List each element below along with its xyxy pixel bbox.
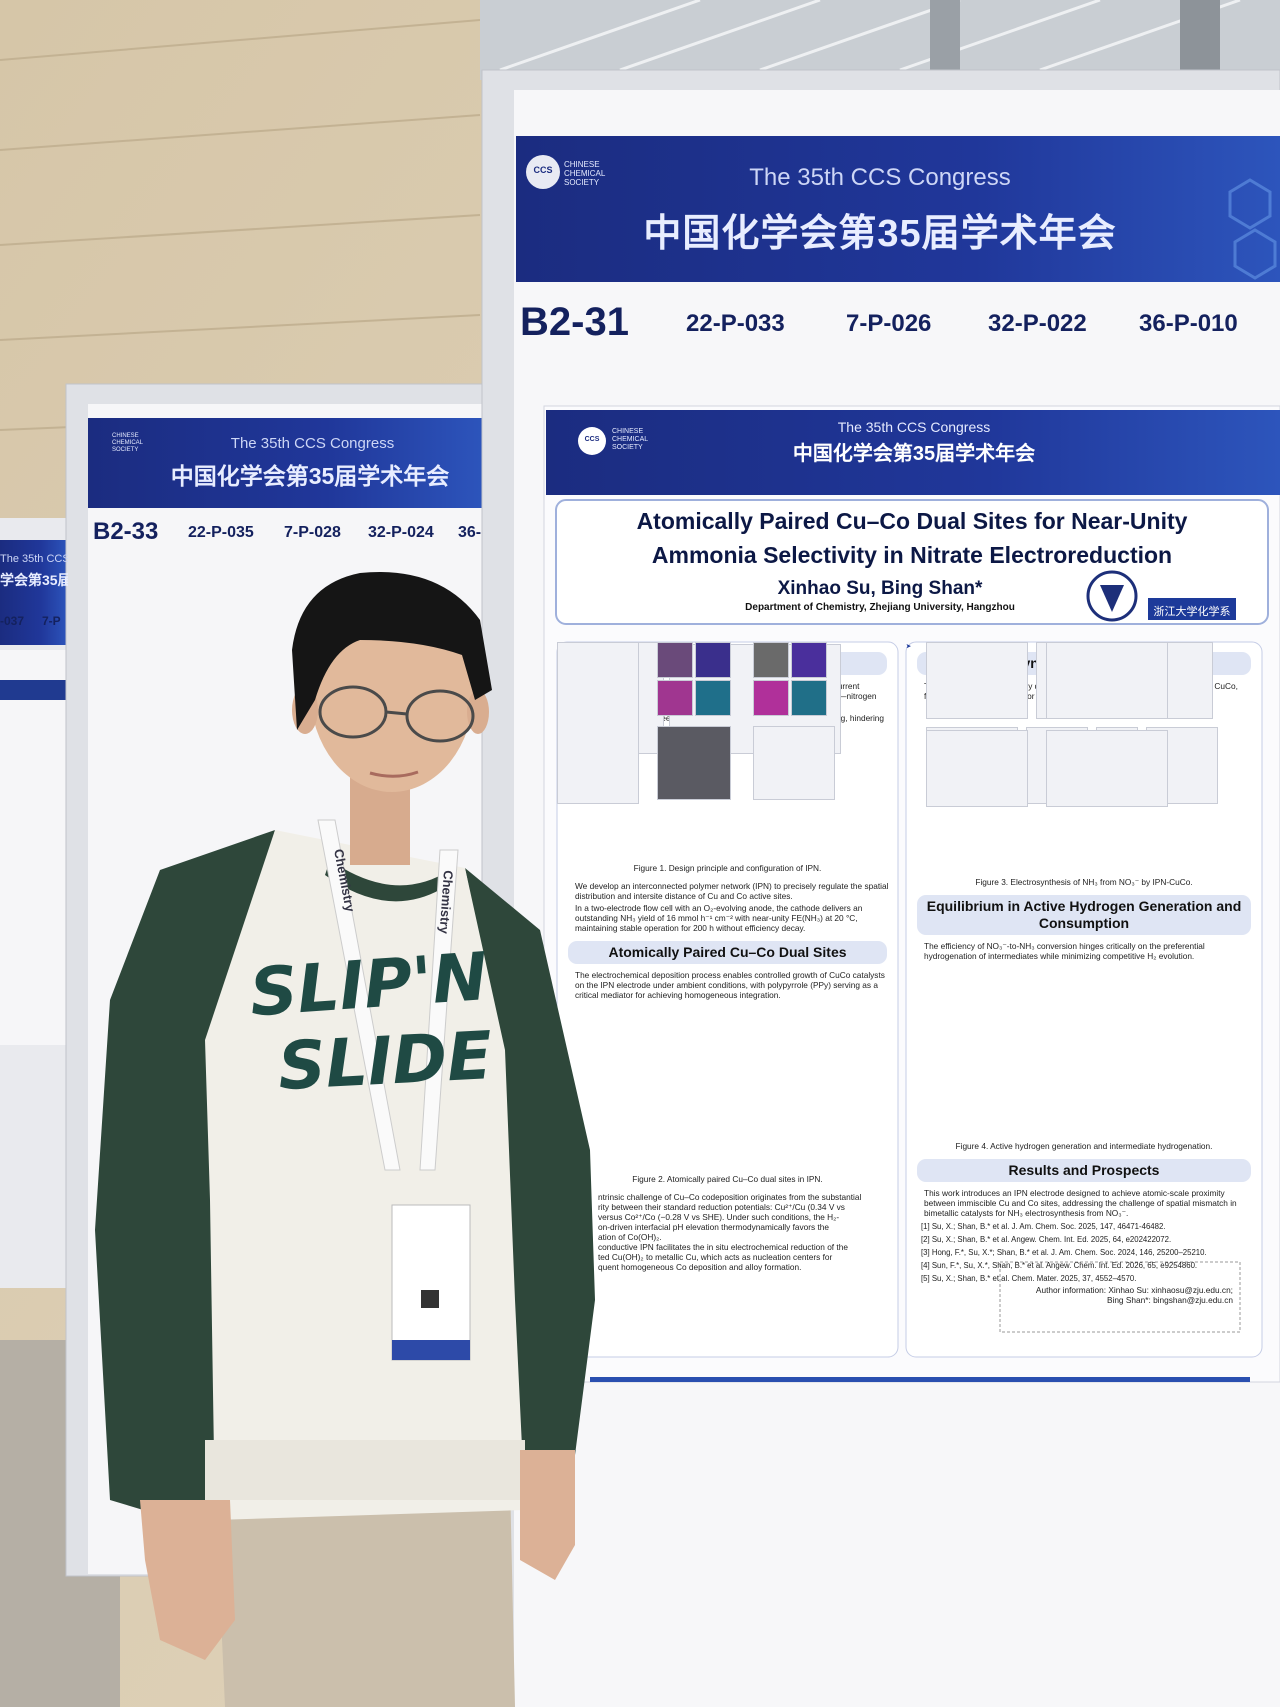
section-heading: Atomically Paired Cu–Co Dual Sites bbox=[568, 941, 887, 964]
figure-panel bbox=[753, 680, 789, 716]
figure bbox=[919, 642, 1249, 1135]
bullet-text: The efficiency of NO₃⁻-to-NH₃ conversion… bbox=[915, 941, 1253, 961]
board-title-cn: 学会第35届 bbox=[0, 572, 68, 588]
reference: [4] Sun, F.*, Su, X.*, Shan, B.* et al. … bbox=[921, 1261, 1198, 1270]
body-text-line: quent homogeneous Co deposition and allo… bbox=[598, 1262, 802, 1272]
booth-code: B2-33 bbox=[93, 518, 159, 545]
author-info: Author information: Xinhao Su: xinhaosu@… bbox=[1035, 1285, 1233, 1295]
dept-badge-text: 浙江大学化学系 bbox=[1153, 606, 1231, 618]
booth-code: 32-P-024 bbox=[368, 524, 434, 541]
body-text-line: on-driven interfacial pH elevation therm… bbox=[598, 1222, 830, 1232]
booth-code: 22-P-033 bbox=[686, 310, 785, 337]
body-text-line: ted Cu(OH)₂ to metallic Cu, which acts a… bbox=[598, 1252, 833, 1262]
figure-panel bbox=[657, 680, 693, 716]
pillar bbox=[930, 0, 960, 80]
figure-panel bbox=[1046, 730, 1168, 807]
booth-code: 7-P bbox=[42, 614, 61, 628]
figure-caption: Figure 4. Active hydrogen generation and… bbox=[955, 1141, 1213, 1151]
reference-box bbox=[999, 1261, 1241, 1333]
reference: [5] Su, X.; Shan, B.* et al. Chem. Mater… bbox=[921, 1274, 1137, 1283]
booth-code: -037 bbox=[0, 614, 25, 628]
booth-code: 32-P-022 bbox=[988, 310, 1087, 337]
booth-code: 7-P-028 bbox=[284, 524, 341, 541]
reference: [3] Hong, F.*, Su, X.*; Shan, B.* et al.… bbox=[921, 1248, 1207, 1257]
figure-panel bbox=[557, 642, 639, 804]
body-text-line: versus Co²⁺/Co (−0.28 V vs SHE). Under s… bbox=[598, 1212, 840, 1222]
figure-caption: Figure 3. Electrosynthesis of NH₃ from N… bbox=[975, 877, 1193, 887]
wall-panels bbox=[0, 19, 481, 431]
poster bbox=[0, 650, 68, 1045]
board-header bbox=[0, 540, 68, 645]
university-logo bbox=[1100, 585, 1124, 612]
body-text-line: rity between their standard reduction po… bbox=[598, 1202, 845, 1212]
reference: [2] Su, X.; Shan, B.* et al. Angew. Chem… bbox=[921, 1235, 1172, 1244]
pillar bbox=[1180, 0, 1220, 80]
figure-panel bbox=[926, 730, 1028, 807]
ceiling-truss bbox=[499, 0, 1241, 72]
bullet-text: We develop an interconnected polymer net… bbox=[566, 881, 889, 901]
logo-text: CCS bbox=[533, 165, 553, 175]
board-title-en: The 35th CCS bbox=[0, 553, 68, 565]
booth-code: 36-P-010 bbox=[1139, 310, 1238, 337]
dept-badge bbox=[1148, 598, 1236, 620]
figure-panel bbox=[791, 680, 827, 716]
booth-code: 36- bbox=[458, 524, 482, 541]
body-text-line: ation of Co(OH)₂. bbox=[598, 1232, 662, 1242]
poster-authors: Xinhao Su, Bing Shan* bbox=[777, 578, 983, 599]
society-name: CHINESE CHEMICAL SOCIETY bbox=[564, 160, 606, 187]
figure bbox=[557, 642, 885, 1168]
figure-panel bbox=[753, 642, 789, 678]
bullet-text: This work introduces an IPN electrode de… bbox=[915, 1188, 1253, 1218]
reference: [1] Su, X.; Shan, B.* et al. J. Am. Chem… bbox=[921, 1222, 1166, 1231]
board-title-en: The 35th CCS Congress bbox=[230, 435, 395, 452]
logo bbox=[526, 155, 560, 189]
board-title-cn: 中国化学会第35届学术年会 bbox=[170, 463, 450, 489]
figure-panel bbox=[695, 680, 731, 716]
figure-panel bbox=[695, 642, 731, 678]
poster-title: Atomically Paired Cu–Co Dual Sites for N… bbox=[636, 508, 1188, 534]
board-title-cn: 中国化学会第35届学术年会 bbox=[643, 213, 1117, 255]
bullet-text: In a two-electrode flow cell with an O₂-… bbox=[566, 903, 889, 933]
poster-header bbox=[546, 410, 1280, 495]
board-header bbox=[88, 418, 486, 508]
booth-code: 7-P-026 bbox=[846, 310, 932, 337]
figure-panel bbox=[791, 642, 827, 678]
logo-text: CCS bbox=[584, 436, 600, 443]
body-text-line: ntrinsic challenge of Cu–Co codeposition… bbox=[598, 1192, 862, 1202]
figure-panel bbox=[1046, 642, 1168, 719]
board-header bbox=[516, 136, 1280, 282]
poster-bottom-bar bbox=[590, 1377, 1250, 1382]
poster-column: Introduction and Design PrincipleAchievi… bbox=[557, 642, 898, 1282]
booth-code: 22-P-035 bbox=[188, 524, 254, 541]
figure-panel bbox=[657, 642, 693, 678]
poster-header-cn: 中国化学会第35届学术年会 bbox=[792, 443, 1036, 465]
section-heading: Results and Prospects bbox=[917, 1159, 1251, 1182]
board-title-en: The 35th CCS Congress bbox=[749, 164, 1011, 191]
poster-column: Electrosynthesis of NH₃ from NO₃⁻The IPN… bbox=[906, 642, 1262, 1315]
figure-panel bbox=[926, 642, 1028, 719]
section-heading: Equilibrium in Active Hydrogen Generatio… bbox=[917, 895, 1251, 935]
figure-caption: Figure 2. Atomically paired Cu–Co dual s… bbox=[632, 1174, 823, 1184]
poster-header-en: The 35th CCS Congress bbox=[837, 419, 991, 435]
poster-header bbox=[0, 680, 68, 700]
logo bbox=[578, 427, 606, 455]
body-text-line: conductive IPN facilitates the in situ e… bbox=[598, 1242, 848, 1252]
figure-panel bbox=[753, 726, 835, 800]
society-name: CHINESE CHEMICAL SOCIETY bbox=[612, 428, 648, 451]
poster-affiliation: Department of Chemistry, Zhejiang Univer… bbox=[745, 602, 1015, 613]
poster-title: Ammonia Selectivity in Nitrate Electrore… bbox=[651, 542, 1173, 568]
booth-code: B2-31 bbox=[520, 300, 629, 344]
hexagon-decoration bbox=[1228, 178, 1277, 280]
bullet-text: The electrochemical deposition process e… bbox=[566, 970, 889, 1000]
ceiling bbox=[480, 0, 1280, 80]
society-name: CHINESE CHEMICAL SOCIETY bbox=[112, 433, 143, 453]
figure-caption: Figure 1. Design principle and configura… bbox=[633, 863, 822, 873]
author-info: Bing Shan*: bingshan@zju.edu.cn bbox=[1106, 1295, 1233, 1305]
figure-panel bbox=[657, 726, 731, 800]
